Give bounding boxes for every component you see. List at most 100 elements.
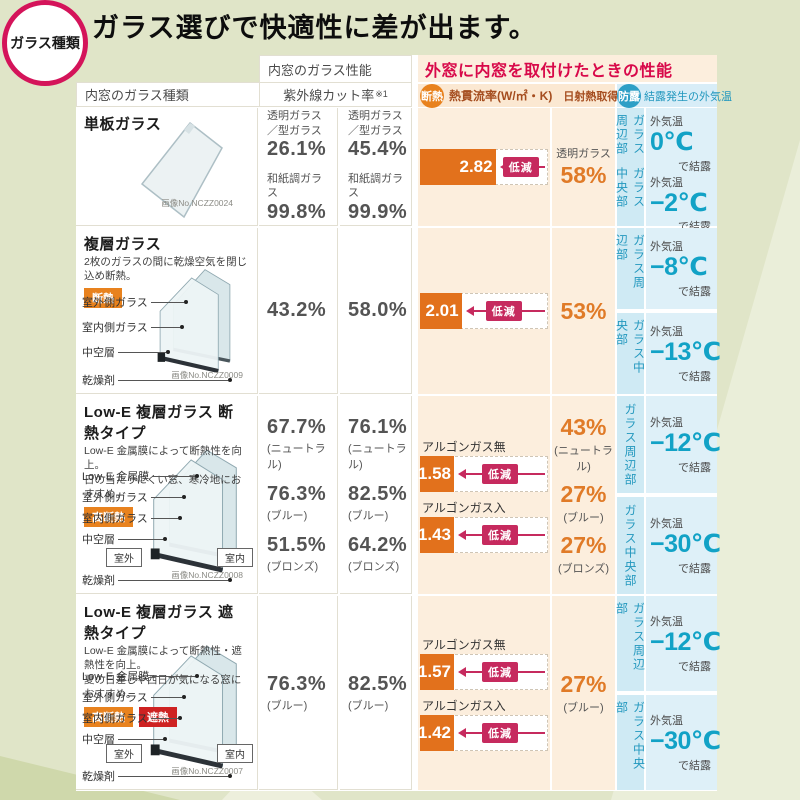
outdoor-side-label: 室外 xyxy=(106,548,142,567)
uv-value-note: (ブルー) xyxy=(267,509,308,522)
label-leader-dot xyxy=(178,516,182,520)
uv-value: 99.9% xyxy=(348,200,408,223)
pane-part-label: 室内側ガラス xyxy=(82,710,182,726)
feature-badge: 断熱 xyxy=(84,288,122,309)
argon-gas-label: アルゴンガス入 xyxy=(422,698,506,713)
uv-value: 26.1% xyxy=(267,138,327,160)
uv-value-note: (ブルー) xyxy=(267,699,308,712)
condensation-suffix: で結露 xyxy=(678,160,711,173)
uv-value-group: 透明ガラス／型ガラス 26.1% xyxy=(267,109,335,161)
glass-zone-strip: ガラス周辺部 xyxy=(615,596,646,691)
label-leader-dot xyxy=(195,674,199,678)
u-value-bar-group: アルゴンガス入 1.42 低減 xyxy=(417,697,548,751)
pane-part-label: 室内側ガラス xyxy=(82,319,184,335)
uv-value-group: 82.5% (ブルー) xyxy=(348,673,409,713)
double-pane-drawing xyxy=(157,269,231,374)
label-leader-dot xyxy=(163,737,167,741)
u-value-cell: アルゴンガス無 1.57 低減アルゴンガス入 1.42 低減 xyxy=(418,596,550,790)
header-uv-cut-rate: 紫外線カット率 ※1 xyxy=(259,82,412,107)
solar-gain-value: 43% xyxy=(560,414,607,440)
uv-value: 76.1% xyxy=(348,415,408,438)
condensation-suffix: で結露 xyxy=(678,370,711,383)
insulation-badge-icon: 断熱 xyxy=(420,83,444,108)
glass-illustration xyxy=(132,120,227,225)
outside-temp-prefix: 外気温 xyxy=(650,417,683,430)
glass-type-description: 夏の日差しや西日が気になる窓におすすめ。 xyxy=(84,674,242,700)
glass-type-cell: Low-E 複層ガラス 断熱タイプ Low-E 金属膜によって断熱性を向上。 日の当… xyxy=(76,396,258,594)
reduction-badge: 低減 xyxy=(502,157,539,177)
condensation-temp-block: 外気温 −12℃ で結露 xyxy=(650,414,721,475)
glass-type-cell: 複層ガラス 2枚のガラスの間に乾燥空気を閉じ込め断熱。 断熱 室外側ガラス 室内側ガラ… xyxy=(76,228,258,394)
uv-value-label: 透明ガラス／型ガラス xyxy=(267,110,322,137)
glass-zone-strip: ガラス中央部 xyxy=(615,313,646,394)
glass-type-cell: 単板ガラス 画像No.NCZZ0024 xyxy=(76,108,258,226)
solar-gain-cell: 53% xyxy=(552,228,615,394)
glass-zone-label: ガラス周辺部 xyxy=(614,114,646,156)
pane-part-label-text: 室外側ガラス xyxy=(82,692,148,704)
uv-value-group: 76.3% (ブルー) xyxy=(267,673,335,713)
label-leader-line xyxy=(118,738,163,740)
pane-part-label: Low-E 金属膜 xyxy=(82,668,199,684)
glass-illustration xyxy=(136,636,254,777)
solar-gain-value: 27% xyxy=(560,671,607,697)
indoor-side-label: 室内 xyxy=(217,744,253,763)
argon-gas-label: アルゴンガス無 xyxy=(422,637,506,652)
label-leader-dot xyxy=(182,495,186,499)
solar-gain-cell: 透明ガラス 58% xyxy=(552,108,615,226)
u-value-bar: 1.58 xyxy=(418,455,455,492)
uv-cut-inner-cell: 67.7% (ニュートラル) 76.3% (ブルー) 51.5% (ブロンズ) xyxy=(259,396,338,594)
label-leader-line xyxy=(118,775,228,777)
solar-gain-value: 58% xyxy=(560,162,607,188)
u-value-column-label: 熱貫流率(W/㎡・K) xyxy=(449,89,553,103)
glass-type-description: 日の当たりにくい窓、寒冷地におすすめ。 xyxy=(84,474,242,500)
glass-zone-label: ガラス中央部 xyxy=(614,319,646,375)
pane-part-label-text: 中空層 xyxy=(82,347,115,359)
glass-type-description: 2枚のガラスの間に乾燥空気を閉じ込め断熱。 xyxy=(84,256,248,282)
glass-type-description: Low-E 金属膜によって断熱性・遮熱性を向上。 xyxy=(84,645,242,671)
pane-part-label-text: 室内側ガラス xyxy=(82,513,148,525)
image-number-caption: 画像No.NCZZ0007 xyxy=(171,766,243,776)
glass-illustration xyxy=(136,268,254,381)
feature-badges: 高断熱 遮熱 xyxy=(84,706,249,727)
condensation-column-label: 結露発生の外気温 xyxy=(644,90,732,103)
label-leader-line xyxy=(118,379,228,381)
label-leader-line xyxy=(152,475,195,477)
pane-part-label-text: 中空層 xyxy=(82,734,115,746)
condensation-temp-block: 外気温 −13℃ で結露 xyxy=(650,323,721,384)
desiccant-label: 乾燥剤 xyxy=(82,372,232,388)
label-leader-dot xyxy=(184,300,188,304)
reduction-badge: 低減 xyxy=(482,722,518,743)
uv-cut-outer-cell: 82.5% (ブルー) xyxy=(340,596,412,790)
solar-gain-note: (ブロンズ) xyxy=(557,563,610,575)
u-value-number: 1.57 xyxy=(417,661,452,681)
outside-temp-prefix: 外気温 xyxy=(650,715,683,728)
condensation-temperature: −8℃ xyxy=(650,253,708,282)
solar-gain-cell: 27% (ブルー) xyxy=(552,596,615,790)
condensation-cell: 外気温 −12℃ で結露 xyxy=(646,396,721,493)
category-badge: ガラス種類 xyxy=(2,0,88,86)
label-leader-dot xyxy=(228,378,232,382)
u-value-bar-group: アルゴンガス入 1.43 低減 xyxy=(418,499,548,553)
uv-footnote-mark: ※1 xyxy=(375,89,388,99)
reduction-arrowhead-icon xyxy=(453,727,467,738)
glass-zone-strip: ガラス周辺部 xyxy=(615,228,646,309)
u-value-bar-track: 2.82 低減 xyxy=(420,149,548,185)
solar-gain-value: 53% xyxy=(560,297,607,324)
solar-gain-group: 27% (ブルー) xyxy=(560,671,606,715)
uv-value-group: 透明ガラス／型ガラス 45.4% xyxy=(348,109,409,161)
label-leader-dot xyxy=(180,325,184,329)
u-value-bar-track: 1.57 低減 xyxy=(417,653,548,690)
solar-gain-group: 27% (ブルー) xyxy=(560,481,606,525)
header-inner-glass-type: 内窓のガラス種類 xyxy=(76,82,260,107)
uv-value: 64.2% xyxy=(348,533,408,556)
u-value-bar-track: 1.42 低減 xyxy=(417,714,548,751)
reduction-arrowhead-icon xyxy=(453,468,467,479)
condensation-temperature: −12℃ xyxy=(650,628,721,657)
u-value-bar-track: 1.58 低減 xyxy=(418,455,548,492)
feature-badges: 断熱 xyxy=(84,288,249,309)
outside-temp-prefix: 外気温 xyxy=(650,518,683,531)
category-badge-label: ガラス種類 xyxy=(10,35,80,51)
u-value-number: 1.42 xyxy=(417,722,452,742)
condensation-suffix: で結露 xyxy=(678,562,711,575)
feature-badge: 高断熱 xyxy=(84,506,133,527)
